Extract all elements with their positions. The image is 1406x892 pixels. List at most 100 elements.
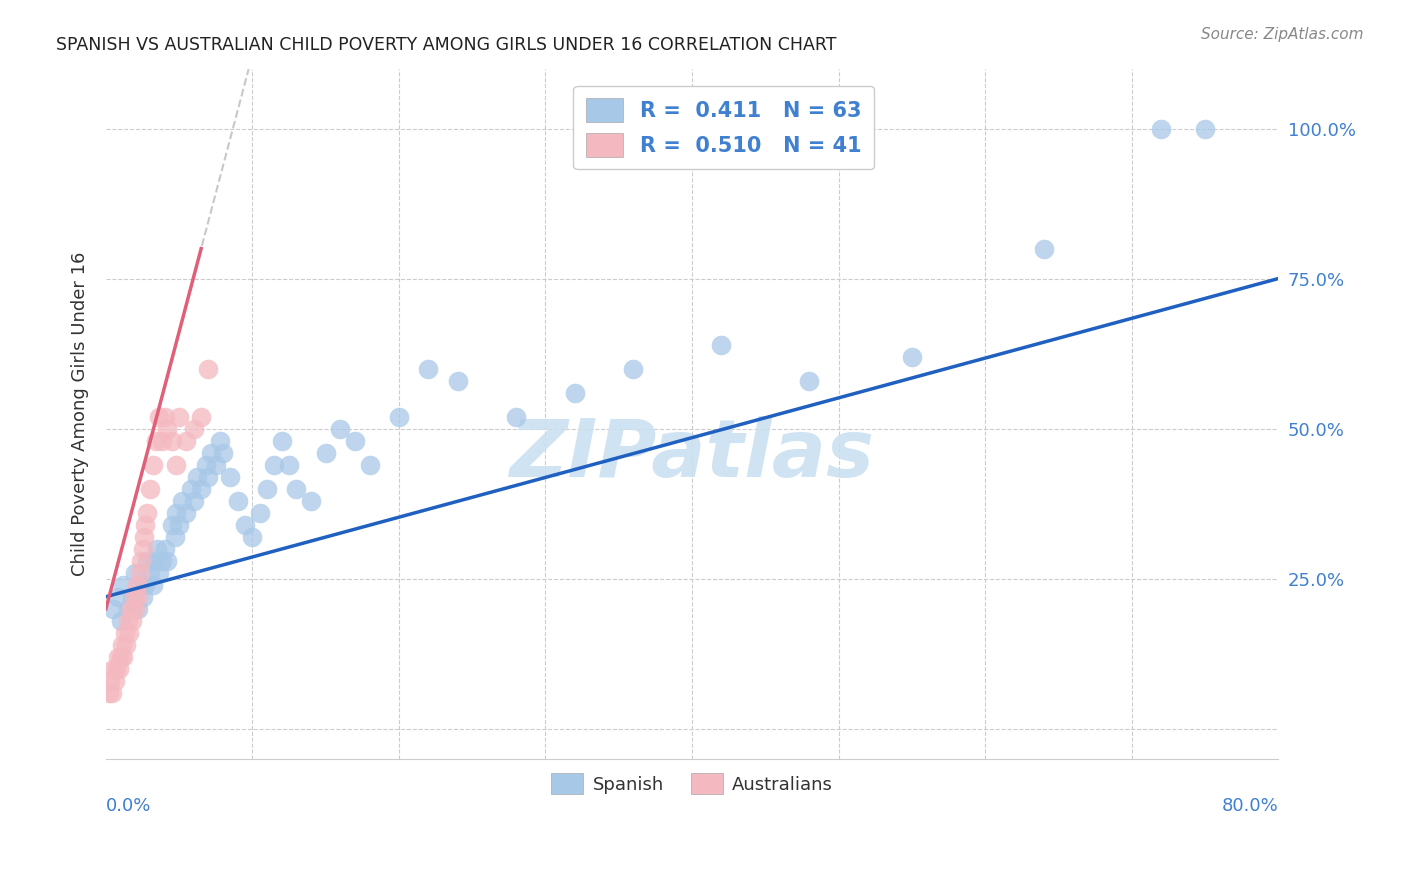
Point <box>134 578 156 592</box>
Point <box>153 541 176 556</box>
Point <box>107 590 129 604</box>
Point <box>418 361 440 376</box>
Point <box>186 469 208 483</box>
Point <box>150 554 173 568</box>
Point <box>204 458 226 472</box>
Point <box>156 554 179 568</box>
Point <box>153 409 176 424</box>
Text: Source: ZipAtlas.com: Source: ZipAtlas.com <box>1201 27 1364 42</box>
Point <box>160 434 183 448</box>
Point <box>285 482 308 496</box>
Point <box>242 530 264 544</box>
Point <box>145 434 167 448</box>
Legend: Spanish, Australians: Spanish, Australians <box>544 766 841 802</box>
Point <box>148 566 170 580</box>
Point <box>127 590 149 604</box>
Point <box>1032 242 1054 256</box>
Point <box>623 361 645 376</box>
Point <box>128 566 150 580</box>
Point <box>112 649 135 664</box>
Point <box>505 409 527 424</box>
Point <box>172 493 194 508</box>
Point <box>114 625 136 640</box>
Point <box>167 517 190 532</box>
Point <box>131 541 153 556</box>
Point <box>136 554 159 568</box>
Point <box>124 601 146 615</box>
Point <box>131 590 153 604</box>
Point <box>134 517 156 532</box>
Point <box>263 458 285 472</box>
Point <box>115 638 138 652</box>
Point <box>226 493 249 508</box>
Point <box>219 469 242 483</box>
Point <box>388 409 411 424</box>
Point <box>98 673 121 688</box>
Point <box>343 434 366 448</box>
Point <box>104 673 127 688</box>
Point <box>446 374 468 388</box>
Point <box>125 578 148 592</box>
Point <box>233 517 256 532</box>
Y-axis label: Child Poverty Among Girls Under 16: Child Poverty Among Girls Under 16 <box>72 252 89 576</box>
Point <box>167 409 190 424</box>
Point <box>156 422 179 436</box>
Point <box>122 590 145 604</box>
Text: 0.0%: 0.0% <box>105 797 152 814</box>
Point <box>136 506 159 520</box>
Point <box>111 638 134 652</box>
Point <box>359 458 381 472</box>
Point <box>112 578 135 592</box>
Point <box>150 434 173 448</box>
Point <box>163 530 186 544</box>
Point <box>270 434 292 448</box>
Point <box>183 493 205 508</box>
Point <box>165 506 187 520</box>
Point <box>278 458 301 472</box>
Point <box>209 434 232 448</box>
Point <box>256 482 278 496</box>
Point <box>165 458 187 472</box>
Point <box>799 374 821 388</box>
Point <box>107 649 129 664</box>
Point <box>249 506 271 520</box>
Point <box>117 614 139 628</box>
Point <box>97 686 120 700</box>
Point <box>103 662 125 676</box>
Point <box>110 649 132 664</box>
Point <box>124 566 146 580</box>
Point <box>299 493 322 508</box>
Text: ZIPatlas: ZIPatlas <box>509 416 875 494</box>
Point <box>143 554 166 568</box>
Point <box>121 590 143 604</box>
Point <box>160 517 183 532</box>
Point <box>100 686 122 700</box>
Point <box>108 662 131 676</box>
Point <box>146 541 169 556</box>
Point <box>132 530 155 544</box>
Point <box>1194 121 1216 136</box>
Point <box>103 601 125 615</box>
Point <box>120 601 142 615</box>
Point <box>200 445 222 459</box>
Point <box>197 469 219 483</box>
Point <box>117 601 139 615</box>
Point <box>197 361 219 376</box>
Text: 80.0%: 80.0% <box>1222 797 1278 814</box>
Point <box>121 614 143 628</box>
Point <box>148 409 170 424</box>
Point <box>180 482 202 496</box>
Point <box>564 385 586 400</box>
Point <box>212 445 235 459</box>
Point <box>901 350 924 364</box>
Point <box>129 578 152 592</box>
Point <box>315 445 337 459</box>
Point <box>127 601 149 615</box>
Point <box>118 625 141 640</box>
Point <box>105 662 128 676</box>
Point <box>139 566 162 580</box>
Point <box>194 458 217 472</box>
Point <box>176 434 198 448</box>
Point <box>176 506 198 520</box>
Point <box>710 337 733 351</box>
